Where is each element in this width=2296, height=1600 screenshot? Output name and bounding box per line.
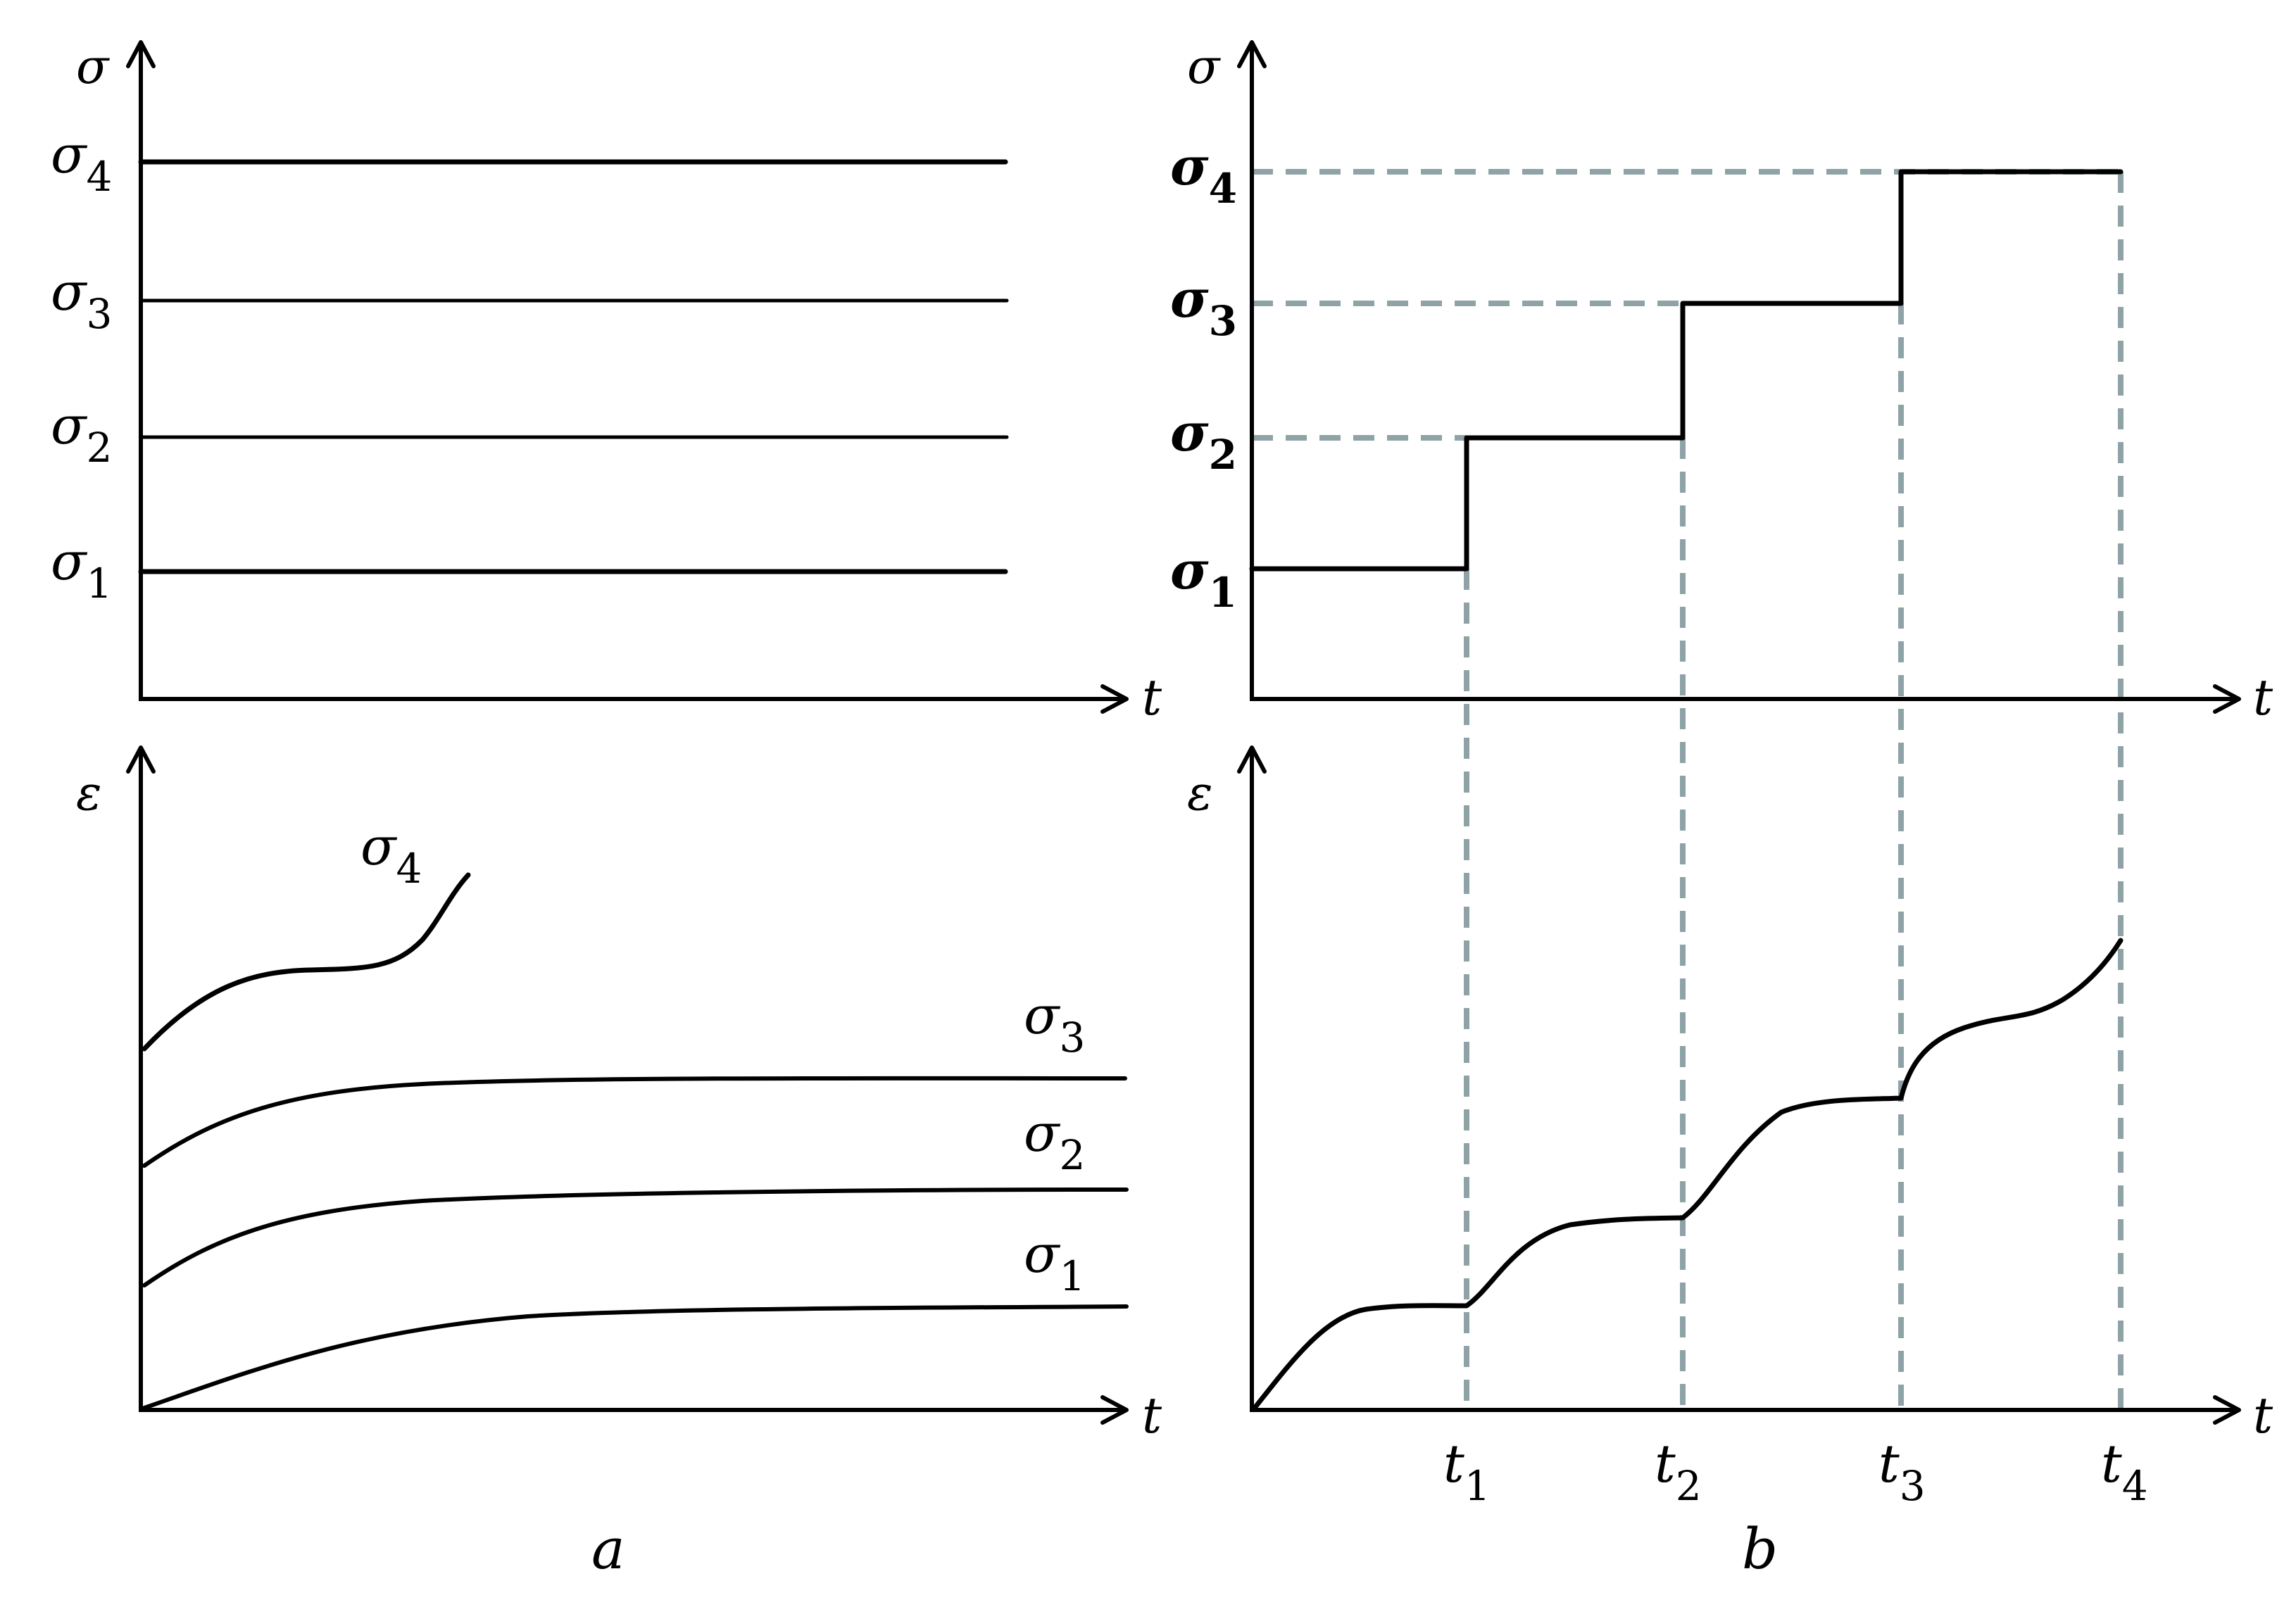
panel-a-level-label-sigma1: σ1 [51, 531, 112, 607]
panel-a-curve-label-sigma4: σ4 [360, 817, 422, 893]
panel-b-strain-x-arrowhead [2213, 1395, 2241, 1425]
panel-b-stress-time-label: t [2253, 669, 2273, 726]
panel-b-caption: b [1742, 1516, 1778, 1582]
panel-b-time-tick-t3: t3 [1878, 1434, 1926, 1510]
panel-b-strain-axis-label: ε [1187, 766, 1213, 821]
panel-b-guides [1252, 169, 2124, 1410]
panel-b-stress-y-arrowhead [1237, 40, 1267, 68]
panel-b-stepped-strain-curve [1252, 938, 2124, 1411]
panel-a-strain-chart: ε t σ4 σ3 σ2 σ1 [76, 745, 1162, 1444]
panel-b-strain-time-label: t [2253, 1387, 2273, 1444]
panel-a-stress-chart: σ t σ4 σ3 σ2 σ1 [51, 39, 1162, 726]
panel-a-stress-axis-label: σ [76, 39, 110, 95]
panel-a-strain-axis-label: ε [76, 766, 102, 821]
panel-b-level-label-sigma3: σ3 [1170, 269, 1237, 345]
panel-b-strain-chart: ε t t1 t2 t3 t4 [1187, 745, 2273, 1510]
panel-a-strain-y-arrowhead [126, 745, 156, 774]
panel-b-level-label-sigma2: σ2 [1170, 403, 1237, 479]
panel-a-stress-time-label: t [1142, 669, 1162, 726]
panel-a-sigma1-strain-curve [142, 1304, 1129, 1410]
panel-a-curve-label-sigma1: σ1 [1024, 1224, 1085, 1300]
panel-b-stress-chart: σ t σ4 σ3 σ2 σ1 [1170, 39, 2273, 726]
panel-a-curve-label-sigma3: σ3 [1024, 985, 1085, 1062]
panel-b-level-label-sigma4: σ4 [1170, 137, 1237, 213]
panel-a-sigma4-strain-curve [142, 872, 471, 1052]
panel-b-stepped-stress-curve [1249, 169, 2124, 572]
panel-b-stress-axis-label: σ [1187, 39, 1221, 95]
panel-a-level-label-sigma4: σ4 [51, 125, 112, 201]
panel-a-level-label-sigma2: σ2 [51, 396, 112, 472]
panel-a-sigma2-strain-curve [142, 1188, 1129, 1287]
panel-a-level-label-sigma3: σ3 [51, 262, 112, 338]
panel-a-strain-x-arrowhead [1100, 1395, 1129, 1425]
panel-a: σ t σ4 σ3 σ2 σ1 ε t σ4 σ3 σ2 σ [51, 39, 1162, 1582]
panel-b-time-tick-t1: t1 [1443, 1434, 1491, 1510]
panel-a-stress-y-arrowhead [126, 40, 156, 68]
panel-a-strain-time-label: t [1142, 1387, 1162, 1444]
panel-a-stress-x-arrowhead [1100, 684, 1129, 714]
panel-a-caption: a [591, 1516, 625, 1582]
panel-a-sigma3-strain-curve [142, 1076, 1127, 1168]
panel-b-strain-y-arrowhead [1237, 745, 1267, 774]
panel-b-time-tick-t4: t4 [2101, 1434, 2148, 1510]
panel-b-time-tick-t2: t2 [1655, 1434, 1702, 1510]
panel-b: σ t σ4 σ3 σ2 σ1 ε t t1 t2 t3 t4 b [1170, 39, 2273, 1582]
panel-b-level-label-sigma1: σ1 [1170, 541, 1237, 617]
panel-b-stress-x-arrowhead [2213, 684, 2241, 714]
panel-a-curve-label-sigma2: σ2 [1024, 1103, 1085, 1179]
